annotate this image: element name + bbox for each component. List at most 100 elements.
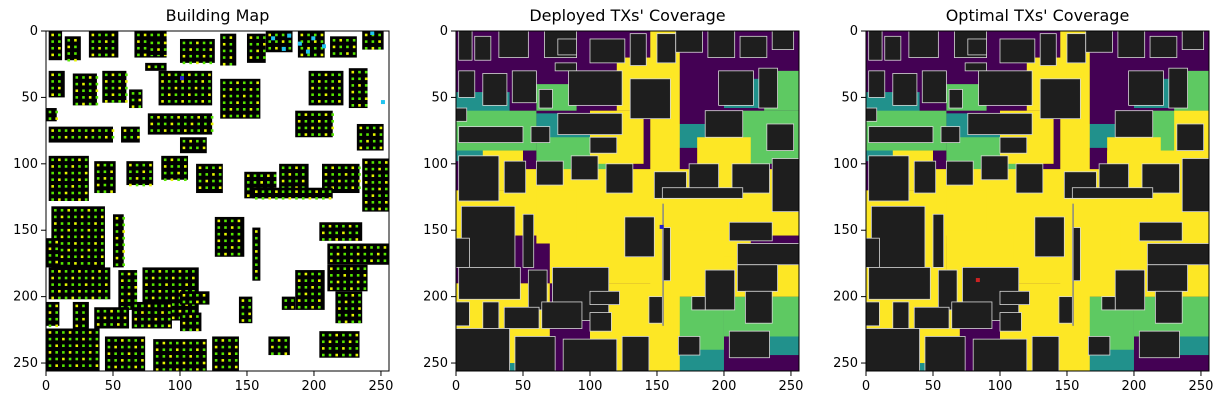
candidate-tx-point: [356, 252, 360, 256]
candidate-tx-point: [60, 255, 64, 259]
candidate-tx-point: [275, 33, 278, 37]
candidate-tx-point: [260, 181, 263, 184]
candidate-tx-point: [273, 181, 277, 184]
candidate-tx-point: [182, 328, 186, 332]
candidate-tx-point: [138, 92, 142, 95]
candidate-tx-point: [275, 197, 278, 200]
candidate-tx-point: [217, 252, 221, 256]
candidate-tx-point: [355, 353, 359, 357]
candidate-tx-point: [178, 289, 182, 293]
building-overlay: [482, 301, 500, 329]
candidate-tx-point: [317, 93, 321, 97]
candidate-tx-point: [54, 222, 57, 225]
candidate-tx-point: [331, 93, 334, 97]
candidate-tx-point: [95, 351, 99, 354]
candidate-tx-point: [110, 316, 113, 320]
candidate-tx-point: [167, 80, 171, 83]
candidate-tx-point: [150, 41, 154, 45]
candidate-tx-point: [198, 166, 202, 170]
candidate-tx-point: [253, 174, 257, 178]
candidate-tx-point: [372, 146, 376, 150]
candidate-tx-point: [68, 364, 72, 367]
candidate-tx-point: [202, 54, 206, 58]
building-footprint: [179, 38, 215, 63]
candidate-tx-point: [127, 339, 131, 342]
candidate-tx-point: [304, 299, 308, 302]
candidate-tx-point: [331, 179, 334, 183]
building-overlay: [1114, 110, 1154, 138]
candidate-tx-point: [255, 270, 258, 273]
candidate-tx-point: [80, 228, 84, 232]
candidate-tx-point: [98, 276, 101, 280]
candidate-tx-point: [344, 166, 348, 170]
building-overlay: [458, 155, 500, 202]
candidate-tx-point: [64, 135, 68, 139]
candidate-tx-point: [98, 40, 101, 43]
candidate-tx-point: [87, 255, 91, 259]
candidate-tx-point: [75, 337, 79, 341]
candidate-tx-point: [110, 323, 113, 326]
candidate-tx-point: [209, 61, 213, 65]
candidate-tx-point: [167, 73, 171, 77]
candidate-tx-point: [181, 100, 184, 103]
candidate-tx-point: [165, 270, 168, 273]
candidate-tx-point: [48, 344, 52, 348]
candidate-tx-point: [202, 361, 206, 365]
candidate-tx-point: [103, 190, 107, 193]
candidate-tx-point: [125, 86, 128, 90]
building-overlay: [458, 31, 473, 61]
candidate-tx-point: [315, 197, 318, 200]
candidate-tx-point: [364, 167, 368, 171]
candidate-tx-point: [189, 368, 192, 371]
candidate-tx-point: [288, 173, 292, 176]
candidate-tx-point: [184, 129, 187, 132]
candidate-tx-point: [84, 178, 88, 182]
candidate-tx-point: [71, 191, 75, 195]
candidate-tx-point: [192, 309, 195, 313]
candidate-tx-point: [330, 259, 333, 263]
candidate-tx-point: [364, 201, 368, 204]
deployed-tx-point: [271, 36, 276, 41]
candidate-tx-point: [175, 341, 179, 345]
candidate-tx-point: [98, 289, 101, 293]
candidate-tx-point: [242, 108, 246, 111]
candidate-tx-point: [138, 105, 142, 108]
candidate-tx-point: [328, 340, 332, 344]
building-footprint: [48, 70, 65, 98]
candidate-tx-point: [151, 296, 155, 300]
rail-line: [1072, 203, 1074, 326]
building-overlay: [945, 160, 974, 186]
candidate-tx-point: [320, 33, 324, 37]
building-overlay: [913, 160, 937, 194]
candidate-tx-point: [209, 54, 213, 58]
candidate-tx-point: [58, 270, 61, 273]
candidate-tx-point: [55, 311, 58, 314]
candidate-tx-point: [182, 48, 186, 51]
candidate-tx-point: [67, 262, 71, 265]
candidate-tx-point: [297, 126, 301, 130]
candidate-tx-point: [288, 40, 292, 43]
candidate-tx-point: [134, 359, 138, 362]
candidate-tx-point: [379, 133, 383, 136]
candidate-tx-point: [145, 296, 148, 300]
candidate-tx-point: [71, 270, 75, 273]
building-overlay: [661, 187, 744, 199]
candidate-tx-point: [51, 198, 54, 201]
candidate-tx-point: [196, 48, 199, 51]
candidate-tx-point: [256, 94, 259, 98]
candidate-tx-point: [91, 33, 95, 37]
candidate-tx-point: [370, 252, 373, 256]
candidate-tx-point: [55, 110, 58, 114]
building-overlay: [456, 328, 510, 371]
candidate-tx-point: [281, 179, 285, 183]
candidate-tx-point: [338, 93, 341, 97]
candidate-tx-point: [137, 46, 140, 50]
candidate-tx-point: [189, 355, 192, 358]
candidate-tx-point: [358, 320, 361, 324]
candidate-tx-point: [75, 76, 79, 79]
candidate-tx-point: [307, 33, 310, 37]
candidate-tx-point: [356, 280, 360, 284]
candidate-tx-point: [201, 100, 205, 103]
candidate-tx-point: [378, 46, 381, 50]
candidate-tx-point: [222, 88, 226, 91]
